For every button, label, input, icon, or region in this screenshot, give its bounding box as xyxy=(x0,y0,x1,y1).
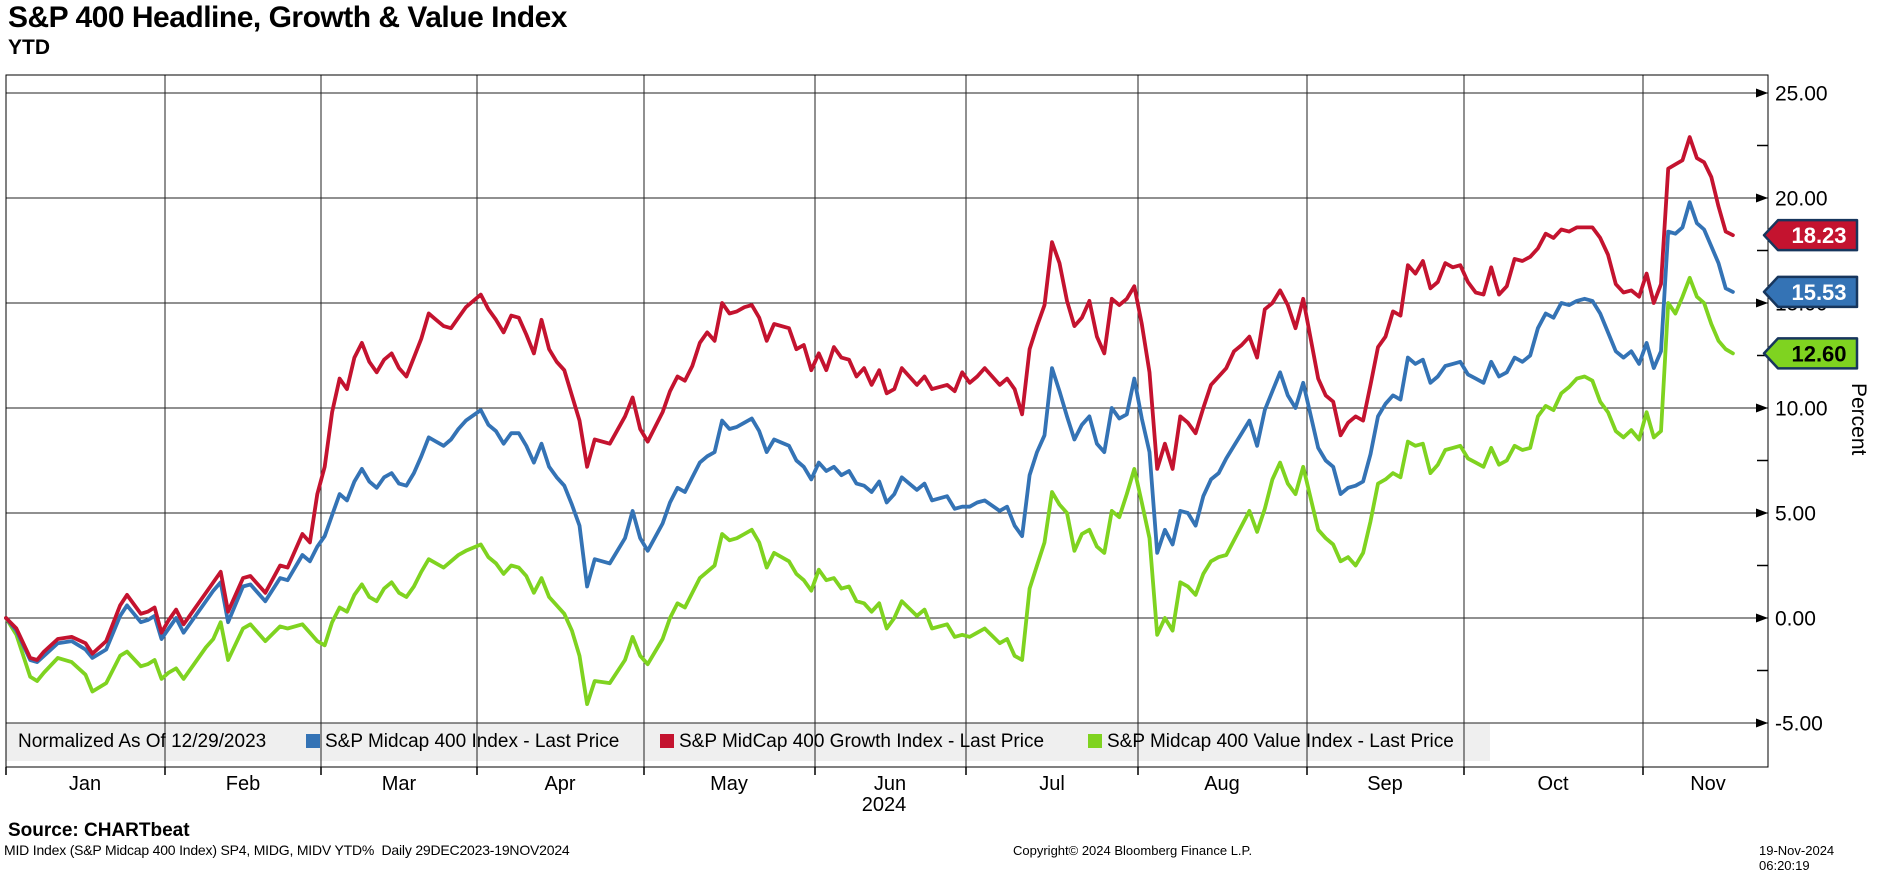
legend-item-label: S&P Midcap 400 Value Index - Last Price xyxy=(1107,731,1454,752)
legend-item-label: S&P Midcap 400 Index - Last Price xyxy=(325,731,620,752)
axis-arrow-icon xyxy=(1756,298,1768,308)
x-month-label: May xyxy=(710,773,748,795)
x-month-label: Nov xyxy=(1690,773,1726,795)
x-month-label: Jul xyxy=(1039,773,1065,795)
x-month-label: Jan xyxy=(69,773,101,795)
headline-last-price-value: 15.53 xyxy=(1791,280,1846,305)
axis-arrow-icon xyxy=(1756,508,1768,518)
plot-border xyxy=(5,74,1769,768)
footer-timestamp: 19-Nov-2024 06:20:19 xyxy=(1759,843,1835,873)
headline-last-price-badge xyxy=(1762,275,1859,309)
axis-arrow-icon xyxy=(1756,718,1768,728)
growth-last-price-value: 18.23 xyxy=(1791,223,1846,248)
legend-item-value: S&P Midcap 400 Value Index - Last Price xyxy=(1088,723,1454,761)
x-month-label: Mar xyxy=(382,773,417,795)
y-tick-label: 5.00 xyxy=(1775,503,1816,526)
x-axis-year-label: 2024 xyxy=(861,794,907,816)
headline-swatch-icon xyxy=(306,734,320,748)
legend-item-headline: S&P Midcap 400 Index - Last Price xyxy=(306,723,619,761)
legend-item-growth: S&P MidCap 400 Growth Index - Last Price xyxy=(660,723,1044,761)
growth-last-price-badge xyxy=(1762,218,1859,252)
y-tick-label: 20.00 xyxy=(1775,188,1828,211)
growth-swatch-icon xyxy=(660,734,674,748)
axis-arrow-icon xyxy=(1756,193,1768,203)
y-tick-label: 25.00 xyxy=(1775,83,1828,106)
value-last-price-badge xyxy=(1762,337,1859,370)
y-tick-label: 10.00 xyxy=(1775,398,1828,421)
y-tick-label: -5.00 xyxy=(1775,713,1823,736)
x-month-label: Apr xyxy=(544,773,575,795)
growth-series-line xyxy=(4,135,1735,662)
y-axis-title: Percent xyxy=(1847,383,1870,456)
axis-arrow-icon xyxy=(1756,403,1768,413)
value-series-line xyxy=(4,275,1735,706)
x-month-label: Jun xyxy=(874,773,906,795)
footer-security-meta: MID Index (S&P Midcap 400 Index) SP4, MI… xyxy=(4,842,570,858)
axis-arrow-icon xyxy=(1756,88,1768,98)
y-tick-label: 0.00 xyxy=(1775,608,1816,631)
legend-normalized-note: Normalized As Of 12/29/2023 xyxy=(18,731,267,752)
x-month-label: Oct xyxy=(1537,773,1569,795)
footer-copyright: Copyright© 2024 Bloomberg Finance L.P. xyxy=(1013,843,1253,858)
chart-legend: Normalized As Of 12/29/2023 S&P Midcap 4… xyxy=(6,723,1490,761)
footer-source: Source: CHARTbeat xyxy=(8,820,190,841)
legend-background xyxy=(6,723,1490,761)
x-month-label: Sep xyxy=(1367,773,1403,795)
page-title: S&P 400 Headline, Growth & Value Index xyxy=(8,1,567,34)
x-month-label: Aug xyxy=(1204,773,1240,795)
legend-item-label: S&P MidCap 400 Growth Index - Last Price xyxy=(679,731,1045,752)
page-subtitle: YTD xyxy=(8,36,50,59)
value-last-price-value: 12.60 xyxy=(1791,341,1846,366)
headline-series-line xyxy=(4,200,1735,664)
x-month-label: Feb xyxy=(226,773,260,795)
value-swatch-icon xyxy=(1088,734,1102,748)
axis-arrow-icon xyxy=(1756,613,1768,623)
